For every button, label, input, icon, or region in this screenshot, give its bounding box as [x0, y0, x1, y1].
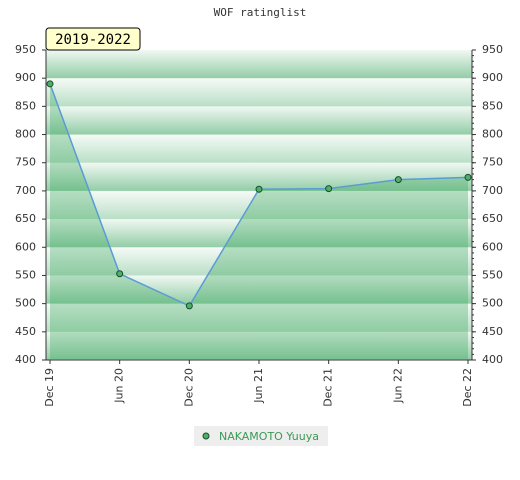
y-tick-label: 950 [15, 43, 36, 56]
y2-tick-label: 400 [482, 353, 503, 366]
point [116, 270, 124, 278]
y-tick-label: 650 [15, 212, 36, 225]
y2-tick-label: 900 [482, 71, 503, 84]
annotation: 2019-2022 [55, 32, 131, 48]
y-tick-label: 400 [15, 353, 36, 366]
y2-tick-label: 650 [482, 212, 503, 225]
point [464, 173, 472, 181]
y-tick-label: 800 [15, 128, 36, 141]
y-tick-label: 500 [15, 297, 36, 310]
band [46, 219, 472, 248]
x-tick-label: Dec 19 [43, 368, 56, 407]
x-tick-label: Jun 20 [113, 368, 126, 404]
y-tick-label: 600 [15, 240, 36, 253]
point [255, 185, 263, 193]
x-tick-label: Dec 22 [461, 368, 474, 407]
legend-box [194, 426, 328, 446]
band [46, 247, 472, 276]
area [50, 83, 468, 361]
y2-tick-label: 850 [482, 99, 503, 112]
band [46, 331, 472, 360]
y2-tick-label: 500 [482, 297, 503, 310]
y2-tick-label: 800 [482, 128, 503, 141]
band [46, 275, 472, 304]
x-tick-label: Dec 21 [322, 368, 335, 407]
legend-marker [202, 432, 210, 440]
band [46, 78, 472, 107]
y2-tick-label: 750 [482, 156, 503, 169]
y2-tick-label: 450 [482, 325, 503, 338]
y-tick-label: 750 [15, 156, 36, 169]
y2-tick-label: 600 [482, 240, 503, 253]
x-tick-label: Jun 22 [391, 368, 404, 404]
y-tick-label: 450 [15, 325, 36, 338]
band [46, 50, 472, 79]
point [185, 302, 193, 310]
band [46, 303, 472, 332]
y2-tick-label: 550 [482, 268, 503, 281]
legend-label: NAKAMOTO Yuuya [219, 430, 319, 443]
x-tick-label: Jun 21 [252, 368, 265, 404]
chart-title: WOF ratinglist [214, 6, 307, 19]
y2-tick-label: 950 [482, 43, 503, 56]
point [46, 80, 54, 88]
point [394, 176, 402, 184]
x-tick-label: Dec 20 [182, 368, 195, 407]
y2-tick-label: 700 [482, 184, 503, 197]
band [46, 190, 472, 220]
annotation-box [45, 27, 141, 51]
y-tick-label: 700 [15, 184, 36, 197]
point [325, 185, 333, 193]
band [46, 134, 472, 163]
y-tick-label: 550 [15, 268, 36, 281]
band [46, 106, 472, 135]
y-tick-label: 900 [15, 71, 36, 84]
y-tick-label: 850 [15, 99, 36, 112]
